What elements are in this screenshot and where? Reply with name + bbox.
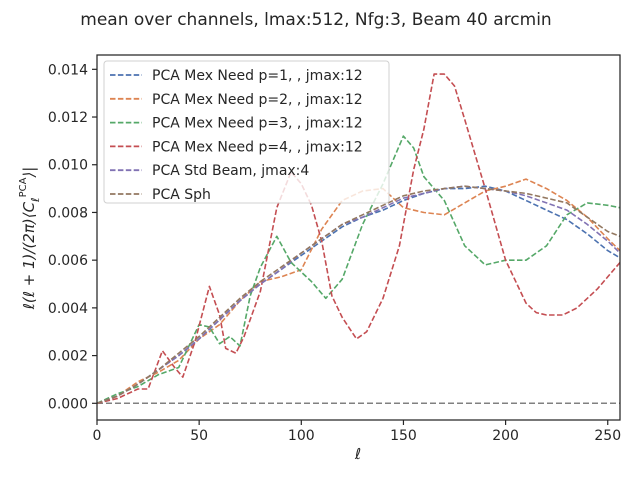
y-axis-label: ℓ(ℓ + 1)/(2π)⟨CℓPCA⟩| [18,167,42,311]
series-group [97,73,620,405]
legend: PCA Mex Need p=1, , jmax:12 PCA Mex Need … [103,60,390,204]
x-axis-label: ℓ [354,445,361,463]
x-tick-label: 200 [492,428,519,444]
series-line-1 [97,185,620,405]
series-line-5 [97,185,620,405]
legend-label-2: PCA Mex Need p=2, , jmax:12 [152,92,363,108]
x-axis: 0 50 100 150 200 250 [93,420,621,444]
legend-label-5: PCA Std Beam, jmax:4 [152,163,309,179]
y-tick-label: 0.012 [48,110,88,126]
plot-area [97,73,620,405]
y-tick-label: 0.000 [48,396,88,412]
y-tick-label: 0.008 [48,205,88,221]
y-tick-label: 0.014 [48,62,88,78]
legend-label-6: PCA Sph [152,187,211,203]
series-line-2 [97,178,620,405]
plot-frame [96,54,621,421]
series-line-3 [97,135,620,405]
chart-title: mean over channels, lmax:512, Nfg:3, Bea… [80,10,551,30]
x-tick-label: 150 [390,428,417,444]
legend-box [103,60,390,204]
x-tick-label: 250 [594,428,621,444]
x-tick-label: 50 [190,428,208,444]
legend-label-4: PCA Mex Need p=4, , jmax:12 [152,139,363,155]
y-tick-label: 0.002 [48,349,88,365]
y-tick-label: 0.004 [48,301,88,317]
series-line-6 [97,185,620,405]
y-tick-label: 0.006 [48,253,88,269]
y-tick-label: 0.010 [48,158,88,174]
series-line-4 [97,73,620,405]
x-tick-label: 0 [93,428,102,444]
y-axis: 0.000 0.002 0.004 0.006 0.008 0.010 0.012 0.014 [48,62,97,412]
legend-label-1: PCA Mex Need p=1, , jmax:12 [152,68,363,84]
legend-label-3: PCA Mex Need p=3, , jmax:12 [152,116,363,132]
x-tick-label: 100 [288,428,315,444]
